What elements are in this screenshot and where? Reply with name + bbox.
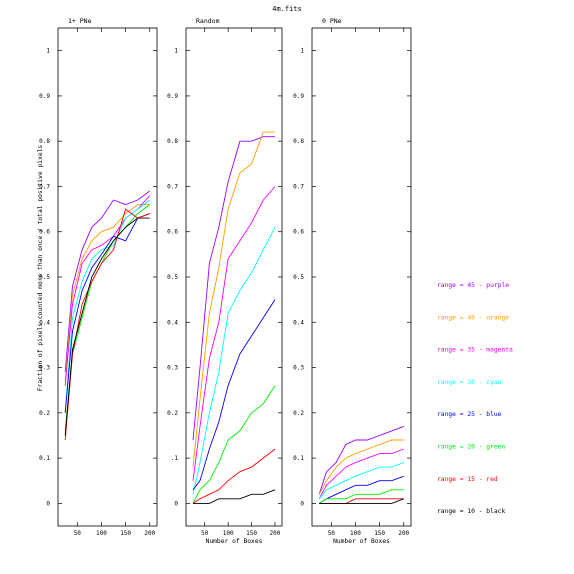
x-tick-label: 50 <box>74 530 82 537</box>
x-tick-label: 150 <box>120 530 131 537</box>
y-tick-label: 0.1 <box>293 455 304 462</box>
y-tick-label: 0.1 <box>39 455 50 462</box>
series-line <box>192 226 276 495</box>
y-tick-label: 0.5 <box>293 274 304 281</box>
y-tick-label: 1 <box>174 48 178 55</box>
y-tick-label: 0.4 <box>39 319 50 326</box>
series-line <box>192 131 275 468</box>
y-tick-label: 0.8 <box>39 138 50 145</box>
series-line <box>64 204 151 431</box>
x-tick-label: 200 <box>144 530 155 537</box>
y-tick-label: 1 <box>46 48 50 55</box>
y-tick-label: 0.3 <box>39 365 50 372</box>
legend-entry: range = 20 - green <box>437 444 505 451</box>
x-tick-label: 50 <box>201 530 209 537</box>
series-line <box>64 217 150 436</box>
series-line <box>192 448 276 504</box>
y-tick-label: 0.6 <box>167 229 178 236</box>
legend-entry: range = 15 - red <box>437 476 498 483</box>
series-line <box>192 136 275 441</box>
legend-entry: range = 40 - orange <box>437 314 509 321</box>
y-tick-label: 0.3 <box>293 365 304 372</box>
panel-title: Random <box>196 17 220 25</box>
y-tick-label: 0.4 <box>293 319 304 326</box>
y-tick-label: 0.8 <box>167 138 178 145</box>
series-line <box>319 498 404 504</box>
series-line <box>64 199 151 413</box>
y-tick-label: 0.2 <box>39 410 50 417</box>
x-tick-label: 100 <box>223 530 234 537</box>
y-tick-label: 0.2 <box>167 410 178 417</box>
series-line <box>319 498 404 504</box>
series-line <box>318 475 404 504</box>
y-tick-label: 1 <box>300 48 304 55</box>
series-line <box>192 186 276 481</box>
y-tick-label: 0.3 <box>167 365 178 372</box>
x-tick-label: 100 <box>96 530 107 537</box>
series-line <box>192 385 276 504</box>
y-tick-label: 0 <box>300 500 304 507</box>
y-tick-label: 0.6 <box>39 229 50 236</box>
x-tick-label: 200 <box>398 530 409 537</box>
y-tick-label: 0.9 <box>293 93 304 100</box>
panel-title: 1+ PNe <box>68 17 92 25</box>
series-line <box>318 448 404 500</box>
x-tick-label: 100 <box>350 530 361 537</box>
series-line <box>64 195 151 386</box>
y-tick-label: 0.8 <box>293 138 304 145</box>
y-tick-label: 0.7 <box>293 183 304 190</box>
series-line <box>64 190 151 373</box>
legend-entry: range = 25 - blue <box>437 411 502 418</box>
y-axis-label: Fraction of pixels counted more than onc… <box>37 145 44 392</box>
series-line <box>64 208 150 441</box>
y-tick-label: 0 <box>174 500 178 507</box>
series-line <box>192 299 276 491</box>
y-tick-label: .1 <box>171 455 179 462</box>
figure-title: 4m.fits <box>272 5 302 13</box>
legend-entry: range = 45 - purple <box>437 282 509 289</box>
y-tick-label: 0.9 <box>167 93 178 100</box>
y-tick-label: 0.5 <box>167 274 178 281</box>
legend-entry: range = 35 - magenta <box>437 347 513 354</box>
y-tick-label: 0.5 <box>39 274 50 281</box>
x-axis-label: Number of Boxes <box>206 538 263 545</box>
y-tick-label: 0.6 <box>293 229 304 236</box>
series-line <box>64 213 150 413</box>
legend: range = 45 - purple range = 40 - orange ra… <box>437 282 513 515</box>
y-tick-label: 0 <box>46 500 50 507</box>
series-line <box>193 489 276 504</box>
series-line <box>318 489 404 504</box>
y-tick-label: 0.9 <box>39 93 50 100</box>
series-line <box>318 439 404 495</box>
y-tick-label: 0.4 <box>167 319 178 326</box>
y-tick-label: 0.7 <box>167 183 178 190</box>
series-line <box>318 425 404 495</box>
panel-title: 0 PNe <box>322 17 342 25</box>
legend-entry: range = 30 - cyan <box>437 379 502 386</box>
y-tick-label: 0.2 <box>293 410 304 417</box>
x-tick-label: 200 <box>270 530 281 537</box>
x-tick-label: 150 <box>374 530 385 537</box>
x-tick-label: 50 <box>328 530 336 537</box>
plot-frame <box>57 27 158 527</box>
x-tick-label: 150 <box>246 530 257 537</box>
y-tick-label: 0.7 <box>39 183 50 190</box>
plot-frame <box>185 27 283 527</box>
series-line <box>318 462 404 500</box>
x-axis-label: Number of Boxes <box>333 538 390 545</box>
legend-entry: range = 10 - black <box>437 508 505 515</box>
series-line <box>64 204 150 382</box>
